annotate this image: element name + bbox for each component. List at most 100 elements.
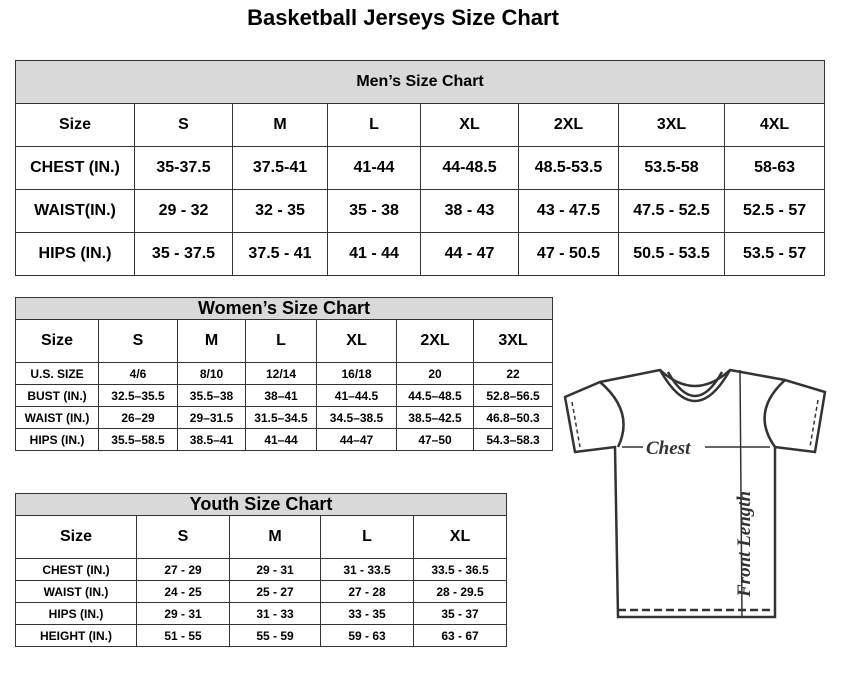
cell-value: 27 - 29 [136, 558, 230, 581]
row-label: CHEST (IN.) [15, 146, 135, 190]
cell-value: 37.5-41 [232, 146, 328, 190]
cell-value: 27 - 28 [320, 580, 414, 603]
cell-value: 35.5–58.5 [98, 428, 178, 451]
front-length-label: Front Length [734, 491, 755, 598]
size-header: XL [316, 319, 397, 363]
cell-value: 34.5–38.5 [316, 406, 397, 429]
table-row: BUST (IN.) 32.5–35.5 35.5–38 38–41 41–44.5 44… [15, 384, 554, 407]
cell-value: 44 - 47 [420, 232, 519, 276]
tshirt-outline-icon [563, 368, 827, 619]
table-row: WAIST (IN.) 24 - 25 25 - 27 27 - 28 28 - 29.… [15, 580, 508, 603]
cell-value: 41 - 44 [327, 232, 421, 276]
size-header: Size [15, 319, 99, 363]
chest-label: Chest [646, 438, 691, 459]
cell-value: 50.5 - 53.5 [618, 232, 725, 276]
cell-value: 52.8–56.5 [472, 384, 554, 407]
cell-value: 22 [472, 362, 554, 385]
table-row: CHEST (IN.) 35-37.5 37.5-41 41-44 44-48.5 48.… [15, 146, 826, 190]
cell-value: 31.5–34.5 [245, 406, 317, 429]
cell-value: 44-48.5 [420, 146, 519, 190]
cell-value: 29 - 31 [136, 602, 230, 625]
cell-value: 52.5 - 57 [723, 189, 826, 233]
cell-value: 8/10 [177, 362, 246, 385]
cell-value: 12/14 [245, 362, 317, 385]
mens-size-table: Men’s Size Chart Size S M L XL 2XL 3XL 4XL CHEST … [14, 60, 826, 276]
cell-value: 48.5-53.5 [518, 146, 619, 190]
row-label: WAIST(IN.) [15, 189, 135, 233]
size-header: M [232, 103, 328, 147]
size-header: L [320, 515, 414, 559]
cell-value: 31 - 33 [229, 602, 321, 625]
size-header: S [134, 103, 233, 147]
cell-value: 29–31.5 [177, 406, 246, 429]
table-row: U.S. SIZE 4/6 8/10 12/14 16/18 20 22 [15, 362, 554, 385]
size-header: Size [15, 103, 135, 147]
cell-value: 33 - 35 [320, 602, 414, 625]
cell-value: 53.5-58 [618, 146, 725, 190]
size-header: L [327, 103, 421, 147]
cell-value: 46.8–50.3 [472, 406, 554, 429]
cell-value: 24 - 25 [136, 580, 230, 603]
size-header: 2XL [518, 103, 619, 147]
size-header: S [136, 515, 230, 559]
row-label: WAIST (IN.) [15, 580, 137, 603]
size-header: S [98, 319, 178, 363]
cell-value: 35 - 37.5 [134, 232, 233, 276]
row-label: HIPS (IN.) [15, 232, 135, 276]
cell-value: 35 - 37 [412, 602, 508, 625]
cell-value: 32 - 35 [232, 189, 328, 233]
cell-value: 47–50 [396, 428, 474, 451]
size-header: 3XL [618, 103, 725, 147]
cell-value: 54.3–58.3 [472, 428, 554, 451]
table-row: HIPS (IN.) 35.5–58.5 38.5–41 41–44 44–47 47–5… [15, 428, 554, 451]
cell-value: 33.5 - 36.5 [412, 558, 508, 581]
size-header: Size [15, 515, 137, 559]
jersey-diagram: Chest Front Length [563, 368, 827, 619]
cell-value: 35-37.5 [134, 146, 233, 190]
row-label: U.S. SIZE [15, 362, 99, 385]
table-row: HIPS (IN.) 35 - 37.5 37.5 - 41 41 - 44 44 - … [15, 232, 826, 276]
cell-value: 47.5 - 52.5 [618, 189, 725, 233]
cell-value: 44–47 [316, 428, 397, 451]
page-title: Basketball Jerseys Size Chart [247, 5, 559, 30]
cell-value: 38–41 [245, 384, 317, 407]
cell-value: 16/18 [316, 362, 397, 385]
cell-value: 63 - 67 [412, 624, 508, 647]
size-header: 2XL [396, 319, 474, 363]
table-row: CHEST (IN.) 27 - 29 29 - 31 31 - 33.5 33.5 -… [15, 558, 508, 581]
cell-value: 38.5–42.5 [396, 406, 474, 429]
cell-value: 28 - 29.5 [412, 580, 508, 603]
cell-value: 41–44 [245, 428, 317, 451]
cell-value: 41-44 [327, 146, 421, 190]
table-title: Women’s Size Chart [14, 297, 554, 320]
row-label: WAIST (IN.) [15, 406, 99, 429]
cell-value: 38.5–41 [177, 428, 246, 451]
cell-value: 53.5 - 57 [723, 232, 826, 276]
cell-value: 35 - 38 [327, 189, 421, 233]
youth-size-table: Youth Size Chart Size S M L XL CHEST (IN.) 27 -… [14, 493, 508, 647]
table-title: Men’s Size Chart [14, 60, 826, 104]
size-header: XL [420, 103, 519, 147]
cell-value: 25 - 27 [229, 580, 321, 603]
size-header: M [177, 319, 246, 363]
cell-value: 37.5 - 41 [232, 232, 328, 276]
cell-value: 20 [396, 362, 474, 385]
table-title: Youth Size Chart [14, 493, 508, 516]
cell-value: 26–29 [98, 406, 178, 429]
table-row: HEIGHT (IN.) 51 - 55 55 - 59 59 - 63 63 - 67 [15, 624, 508, 647]
cell-value: 31 - 33.5 [320, 558, 414, 581]
size-header: M [229, 515, 321, 559]
cell-value: 29 - 32 [134, 189, 233, 233]
cell-value: 29 - 31 [229, 558, 321, 581]
cell-value: 47 - 50.5 [518, 232, 619, 276]
cell-value: 59 - 63 [320, 624, 414, 647]
cell-value: 44.5–48.5 [396, 384, 474, 407]
cell-value: 43 - 47.5 [518, 189, 619, 233]
cell-value: 58-63 [723, 146, 826, 190]
cell-value: 4/6 [98, 362, 178, 385]
size-header: XL [412, 515, 508, 559]
table-row: HIPS (IN.) 29 - 31 31 - 33 33 - 35 35 - 37 [15, 602, 508, 625]
row-label: HEIGHT (IN.) [15, 624, 137, 647]
cell-value: 41–44.5 [316, 384, 397, 407]
table-row: WAIST (IN.) 26–29 29–31.5 31.5–34.5 34.5–38.… [15, 406, 554, 429]
